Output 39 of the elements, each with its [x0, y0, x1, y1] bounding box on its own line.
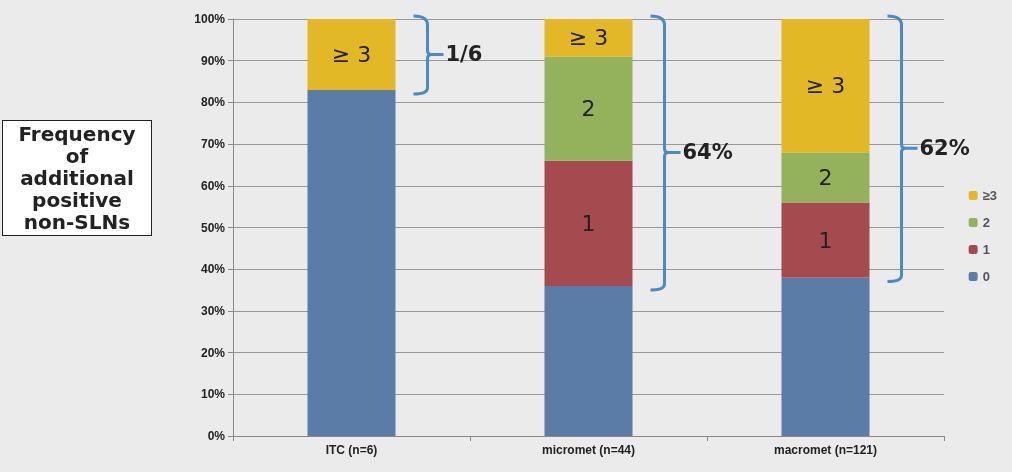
legend-label: 2 — [982, 215, 990, 230]
y-tick-label: 10% — [200, 387, 226, 402]
bar — [544, 19, 633, 57]
y-tick-label: 90% — [200, 53, 226, 68]
y-tick-label: 0% — [207, 429, 226, 443]
annotation: 1/6 — [445, 42, 483, 67]
annotation: 62% — [919, 136, 970, 161]
legend-label: ≥3 — [982, 188, 998, 203]
annotation: 1 — [581, 210, 596, 236]
annotation: ≥ 3 — [805, 73, 846, 99]
x-tick-label: micromet (n=44) — [541, 443, 636, 457]
annotation: ≥ 3 — [568, 25, 609, 51]
y-tick-label: 60% — [200, 178, 226, 193]
y-tick-label: 40% — [200, 262, 226, 277]
bar — [781, 152, 870, 203]
y-tick-label: 20% — [200, 345, 226, 360]
legend-label: 1 — [982, 242, 990, 257]
bar — [781, 202, 870, 278]
bar — [307, 19, 396, 90]
annotation: 1 — [818, 227, 833, 253]
x-tick-label: macromet (n=121) — [773, 443, 878, 457]
y-axis-title: Frequency of additional positive non-SLNs — [2, 120, 152, 236]
bar — [544, 160, 633, 286]
annotation: 64% — [682, 140, 733, 165]
bar — [781, 19, 870, 153]
bar — [781, 277, 870, 436]
bar — [544, 56, 633, 161]
y-tick-label: 30% — [200, 303, 226, 318]
bar — [307, 89, 396, 436]
annotation: 2 — [818, 164, 833, 190]
y-tick-label: 70% — [200, 137, 226, 152]
y-tick-label: 100% — [194, 12, 226, 26]
y-tick-label: 80% — [200, 95, 226, 110]
annotation: ≥ 3 — [331, 41, 372, 67]
bar — [544, 285, 633, 436]
y-tick-label: 50% — [200, 220, 226, 235]
annotation: 2 — [581, 96, 596, 122]
x-tick-label: ITC (n=6) — [325, 443, 378, 457]
legend-label: 0 — [982, 269, 990, 284]
